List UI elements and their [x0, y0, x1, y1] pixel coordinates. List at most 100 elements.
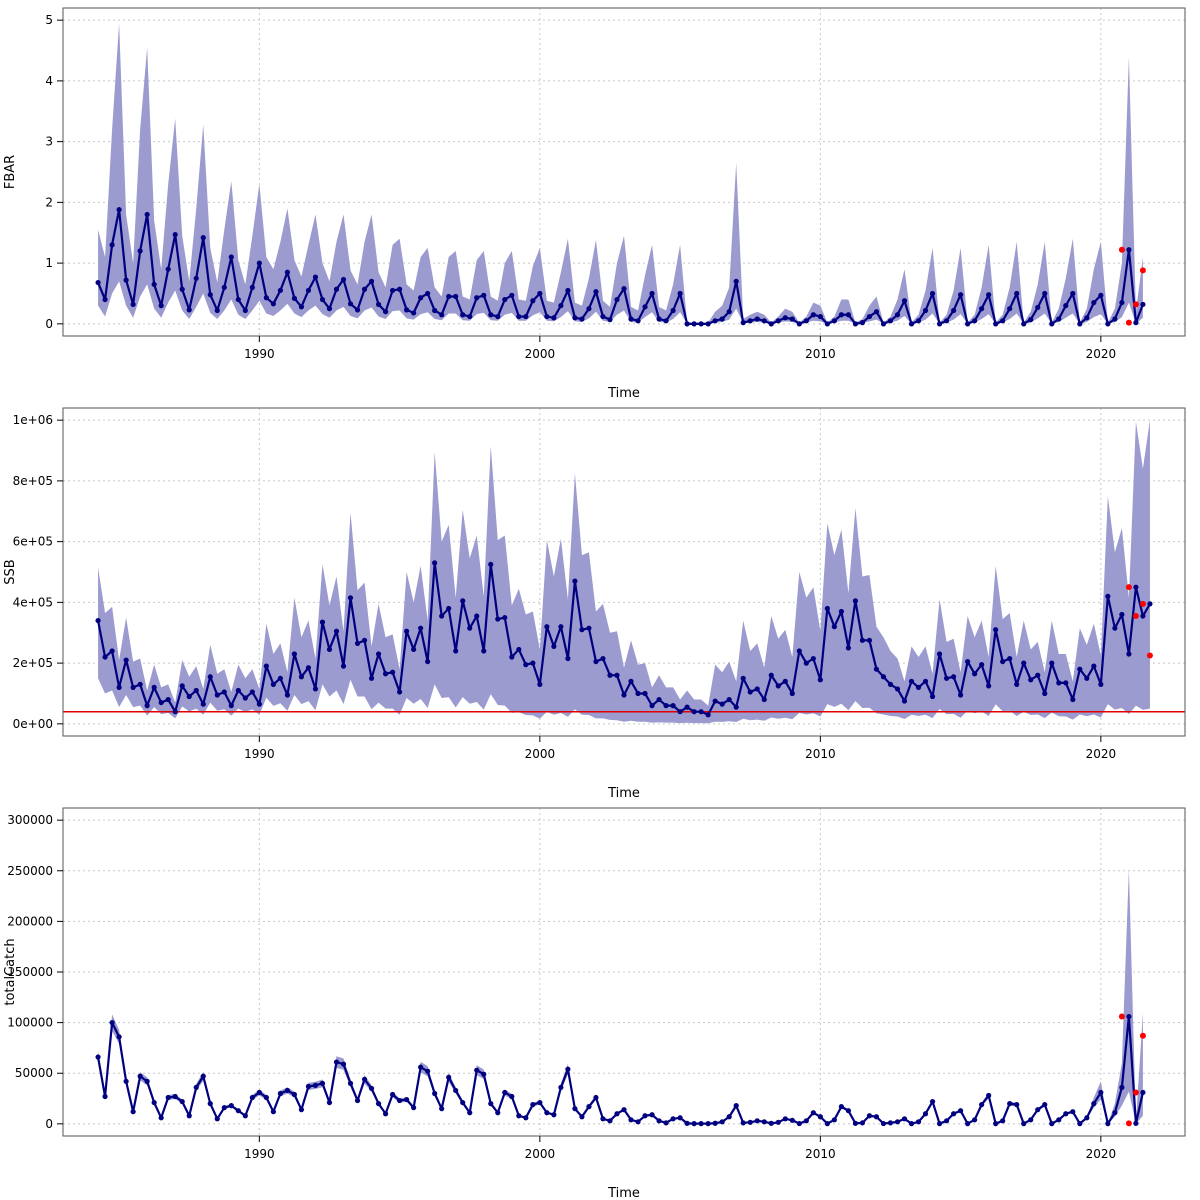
fbar-data-point	[740, 320, 746, 326]
fbar-data-point	[586, 306, 592, 312]
fbar-data-point	[1112, 316, 1118, 322]
fbar-data-point	[782, 315, 788, 321]
ssb-data-point	[993, 627, 999, 633]
total-catch-data-point	[179, 1098, 185, 1105]
ssb-data-point	[761, 696, 767, 703]
fbar-data-point	[284, 269, 290, 275]
ssb-data-point	[558, 624, 564, 630]
fbar-data-point	[621, 286, 627, 292]
total-catch-data-point	[474, 1067, 480, 1073]
ssb-data-point	[1105, 593, 1111, 599]
total-catch-data-point	[382, 1111, 389, 1117]
fbar-data-point	[698, 321, 704, 327]
ssb-forecast-point	[1146, 652, 1153, 659]
fbar-data-point	[908, 321, 915, 327]
total-catch-data-point	[656, 1118, 662, 1124]
total-catch-data-point	[719, 1119, 725, 1125]
total-catch-data-point	[1098, 1089, 1104, 1096]
ssb-data-point	[1140, 613, 1146, 619]
ssb-data-point	[747, 689, 753, 695]
fbar-data-point	[1021, 321, 1027, 327]
ssb-data-point	[467, 625, 473, 631]
fbar-data-point	[958, 292, 964, 298]
ssb-data-point	[228, 703, 234, 709]
total-catch-data-point	[333, 1059, 340, 1065]
ssb-data-point	[172, 709, 178, 715]
ssb-y-tick-label: 8e+05	[13, 474, 53, 488]
total-catch-data-point	[551, 1112, 557, 1118]
ssb-data-point	[635, 690, 641, 697]
total-catch-y-tick-label: 100000	[7, 1016, 53, 1030]
fbar-data-point	[397, 286, 403, 292]
fbar-data-point	[516, 313, 522, 320]
ssb-data-point	[691, 709, 697, 715]
fbar-data-point	[382, 309, 389, 315]
total-catch-data-point	[130, 1109, 136, 1115]
fbar-data-point	[1035, 304, 1041, 311]
ssb-data-point	[221, 689, 227, 695]
fbar-data-point	[747, 318, 753, 324]
fbar-data-point	[859, 320, 866, 326]
total-catch-x-tick-label: 2000	[525, 1147, 556, 1161]
total-catch-data-point	[432, 1090, 438, 1097]
total-catch-data-point	[572, 1106, 578, 1112]
total-catch-data-point	[936, 1121, 943, 1127]
ssb-data-point	[1091, 663, 1097, 669]
fbar-data-point	[979, 306, 985, 312]
total-catch-forecast-point	[1118, 1013, 1125, 1020]
total-catch-data-point	[1049, 1121, 1055, 1127]
fbar-data-point	[326, 306, 333, 312]
ssb-y-tick-label: 0e+00	[13, 717, 53, 731]
ssb-data-point	[137, 681, 143, 687]
fbar-data-point	[425, 290, 431, 297]
fbar-data-point	[523, 313, 529, 320]
total-catch-data-point	[1112, 1110, 1118, 1116]
fbar-data-point	[565, 287, 571, 294]
total-catch-data-point	[256, 1089, 262, 1096]
total-catch-data-point	[95, 1054, 101, 1060]
ssb-data-point	[291, 651, 298, 657]
fbar-data-point	[291, 295, 298, 301]
ssb-x-tick-label: 1990	[244, 747, 275, 761]
ssb-data-point	[235, 687, 241, 694]
ssb-data-point	[389, 669, 396, 675]
ssb-data-point	[298, 674, 305, 680]
ssb-data-point	[866, 637, 873, 643]
total-catch-data-point	[481, 1071, 487, 1077]
total-catch-data-point	[684, 1120, 690, 1126]
fbar-data-point	[340, 276, 347, 283]
total-catch-data-point	[263, 1094, 269, 1101]
ssb-data-point	[1070, 696, 1076, 703]
fbar-data-point	[186, 307, 192, 313]
ssb-data-point	[158, 699, 164, 706]
fbar-data-point	[922, 307, 929, 314]
fbar-y-tick-label: 1	[45, 256, 53, 270]
total-catch-data-point	[193, 1084, 199, 1091]
total-catch-data-point	[817, 1114, 823, 1120]
total-catch-data-point	[102, 1093, 108, 1100]
total-catch-data-point	[502, 1089, 508, 1096]
ssb-data-point	[789, 690, 795, 697]
fbar-forecast-point	[1139, 267, 1146, 274]
ssb-data-point	[817, 677, 823, 683]
fbar-data-point	[579, 316, 585, 322]
fbar-data-point	[144, 211, 150, 218]
ssb-data-point	[193, 687, 199, 694]
total-catch-data-point	[726, 1114, 732, 1120]
fbar-data-point	[200, 235, 206, 241]
total-catch-data-point	[635, 1119, 641, 1125]
fbar-data-point	[446, 293, 452, 300]
ssb-data-point	[165, 696, 171, 703]
fbar-x-tick-label: 1990	[244, 347, 275, 361]
total-catch-forecast-point	[1139, 1032, 1146, 1039]
ssb-forecast-point	[1139, 600, 1146, 607]
fbar-data-point	[1042, 290, 1048, 297]
fbar-data-point	[642, 304, 648, 310]
fbar-data-point	[607, 317, 613, 323]
total-catch-data-point	[565, 1066, 571, 1072]
fbar-data-point	[102, 296, 108, 303]
total-catch-data-point	[733, 1103, 739, 1109]
total-catch-data-point	[887, 1120, 894, 1126]
ssb-data-point	[256, 701, 262, 707]
fbar-data-point	[943, 318, 950, 324]
